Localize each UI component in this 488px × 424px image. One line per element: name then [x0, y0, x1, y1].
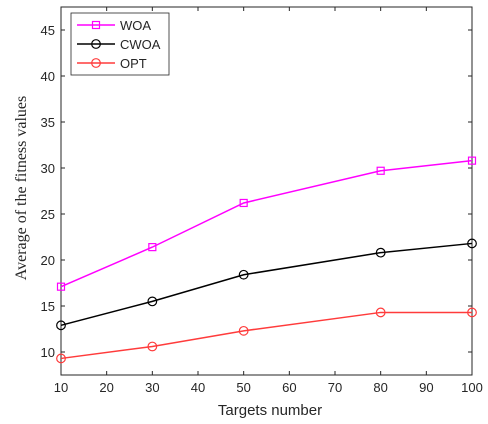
series-line-woa [60, 159, 473, 288]
y-tick-label: 30 [41, 161, 55, 176]
x-tick-label: 100 [461, 380, 483, 395]
x-tick-label: 10 [54, 380, 68, 395]
data-point-cwoa [375, 247, 386, 258]
data-point-woa [148, 243, 157, 252]
data-point-opt [238, 325, 249, 336]
legend: WOA CWOA OPT [70, 12, 170, 76]
x-tick-label: 80 [373, 380, 387, 395]
data-point-woa [239, 198, 248, 208]
y-tick-label: 25 [41, 207, 55, 222]
series-layer [56, 156, 477, 364]
y-axis-ticks: 10 15 20 25 30 35 40 45 [41, 23, 472, 360]
data-point-woa [467, 156, 477, 165]
series-line-cwoa [60, 242, 473, 327]
data-point-cwoa [467, 238, 477, 249]
legend-label-opt: OPT [120, 56, 147, 71]
data-point-opt [467, 307, 477, 318]
legend-marker-cwoa [91, 39, 101, 49]
data-point-woa [376, 166, 385, 175]
data-point-opt [375, 307, 386, 318]
y-tick-label: 40 [41, 69, 55, 84]
x-tick-label: 20 [99, 380, 113, 395]
x-tick-label: 40 [191, 380, 205, 395]
legend-label-cwoa: CWOA [120, 37, 161, 52]
x-tick-label: 90 [419, 380, 433, 395]
x-tick-label: 70 [328, 380, 342, 395]
data-point-cwoa [147, 296, 158, 307]
y-tick-label: 35 [41, 115, 55, 130]
x-tick-label: 60 [282, 380, 296, 395]
data-point-cwoa [56, 320, 66, 331]
y-axis-label: Average of the fitness values [13, 96, 30, 281]
y-tick-label: 20 [41, 253, 55, 268]
data-point-opt [147, 341, 158, 352]
y-tick-label: 15 [41, 299, 55, 314]
data-point-opt [56, 353, 66, 364]
data-point-cwoa [238, 269, 249, 280]
y-tick-label: 10 [41, 345, 55, 360]
y-tick-label: 45 [41, 23, 55, 38]
x-tick-label: 30 [145, 380, 159, 395]
x-tick-label: 50 [236, 380, 250, 395]
legend-label-woa: WOA [120, 18, 151, 33]
data-point-woa [56, 282, 66, 291]
x-axis-ticks: 10 20 30 40 50 60 70 80 90 100 [54, 7, 483, 395]
legend-marker-woa [91, 20, 101, 30]
x-axis-label: Targets number [218, 402, 322, 419]
series-line-opt [60, 311, 472, 360]
legend-marker-opt [91, 58, 101, 68]
